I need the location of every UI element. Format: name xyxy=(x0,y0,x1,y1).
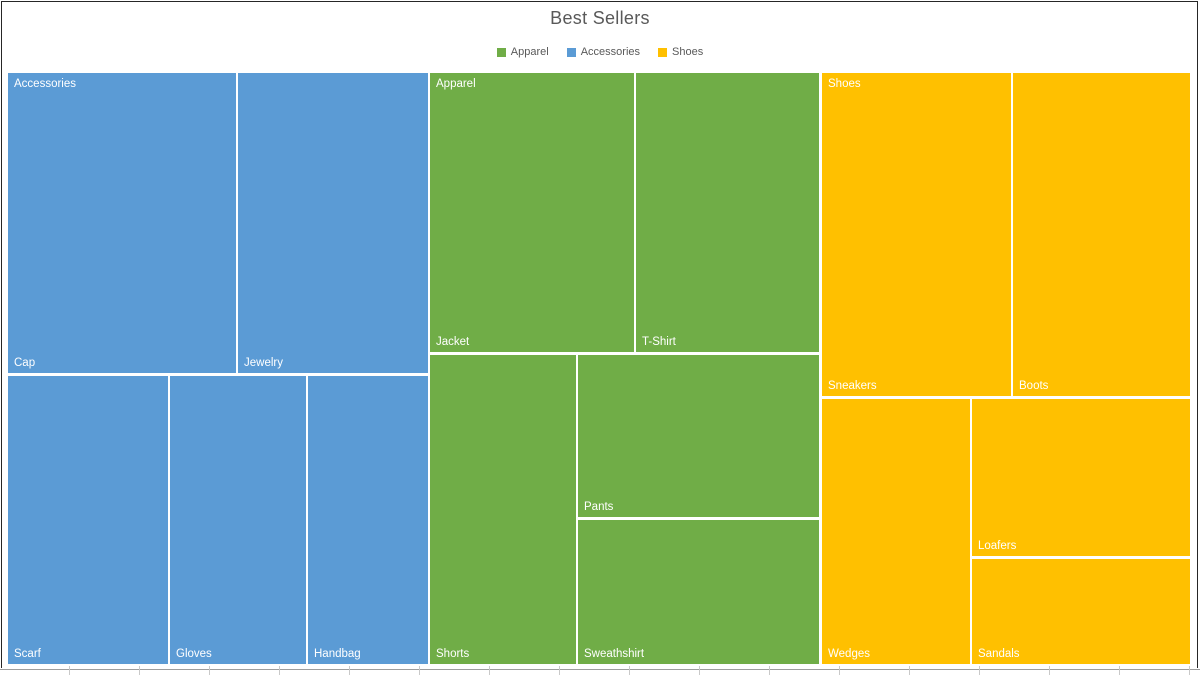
treemap-tile-label: T-Shirt xyxy=(642,336,676,348)
treemap-plot-area: Accessories Cap Jewelry Scarf Gloves Handbag A… xyxy=(8,73,1190,664)
treemap-tile-cap[interactable]: Accessories Cap xyxy=(8,73,236,373)
treemap-tile-sandals[interactable]: Sandals xyxy=(972,559,1190,664)
treemap-tile-label: Pants xyxy=(584,501,614,513)
legend-item-accessories[interactable]: Accessories xyxy=(566,46,640,58)
treemap-tile-pants[interactable]: Pants xyxy=(578,355,819,517)
legend-swatch-icon xyxy=(658,47,667,57)
treemap-tile-label: Jewelry xyxy=(244,357,283,369)
treemap-tile-scarf[interactable]: Scarf xyxy=(8,376,168,664)
treemap-tile-t-shirt[interactable]: T-Shirt xyxy=(636,73,819,352)
treemap-tile-jacket[interactable]: Apparel Jacket xyxy=(430,73,634,352)
treemap-tile-label: Sneakers xyxy=(828,380,877,392)
legend-label: Accessories xyxy=(580,46,640,58)
treemap-tile-label: Sandals xyxy=(978,648,1020,660)
treemap-tile-label: Boots xyxy=(1019,380,1049,392)
legend-label: Shoes xyxy=(672,46,704,58)
treemap-group-label: Accessories xyxy=(14,78,76,90)
treemap-tile-label: Shorts xyxy=(436,648,470,660)
treemap-tile-jewelry[interactable]: Jewelry xyxy=(238,73,428,373)
treemap-tile-label: Cap xyxy=(14,357,36,369)
treemap-tile-wedges[interactable]: Wedges xyxy=(822,399,970,664)
legend-swatch-icon xyxy=(566,47,576,57)
treemap-tile-label: Handbag xyxy=(314,648,361,660)
legend-label: Apparel xyxy=(510,46,549,58)
treemap-tile-label: Gloves xyxy=(176,648,212,660)
treemap-group-label: Apparel xyxy=(436,78,476,90)
treemap-tile-label: Loafers xyxy=(978,540,1017,552)
treemap-tile-sneakers[interactable]: Shoes Sneakers xyxy=(822,73,1011,396)
legend-swatch-icon xyxy=(496,47,506,57)
legend-item-shoes[interactable]: Shoes xyxy=(658,46,703,58)
worksheet-gridlines xyxy=(0,666,1200,675)
treemap-tile-label: Scarf xyxy=(14,648,41,660)
chart-title[interactable]: Best Sellers xyxy=(550,8,650,28)
treemap-group-label: Shoes xyxy=(828,78,861,90)
treemap-tile-boots[interactable]: Boots xyxy=(1013,73,1190,396)
treemap-tile-label: Wedges xyxy=(828,648,870,660)
treemap-tile-handbag[interactable]: Handbag xyxy=(308,376,428,664)
treemap-tile-sweathshirt[interactable]: Sweathshirt xyxy=(578,520,819,664)
treemap-tile-label: Jacket xyxy=(436,336,470,348)
treemap-tile-label: Sweathshirt xyxy=(584,648,645,660)
legend-item-apparel[interactable]: Apparel xyxy=(496,46,549,58)
treemap-tile-loafers[interactable]: Loafers xyxy=(972,399,1190,556)
treemap-tile-shorts[interactable]: Shorts xyxy=(430,355,576,664)
chart-legend: Apparel Accessories Shoes xyxy=(0,46,1200,58)
treemap-tile-gloves[interactable]: Gloves xyxy=(170,376,306,664)
